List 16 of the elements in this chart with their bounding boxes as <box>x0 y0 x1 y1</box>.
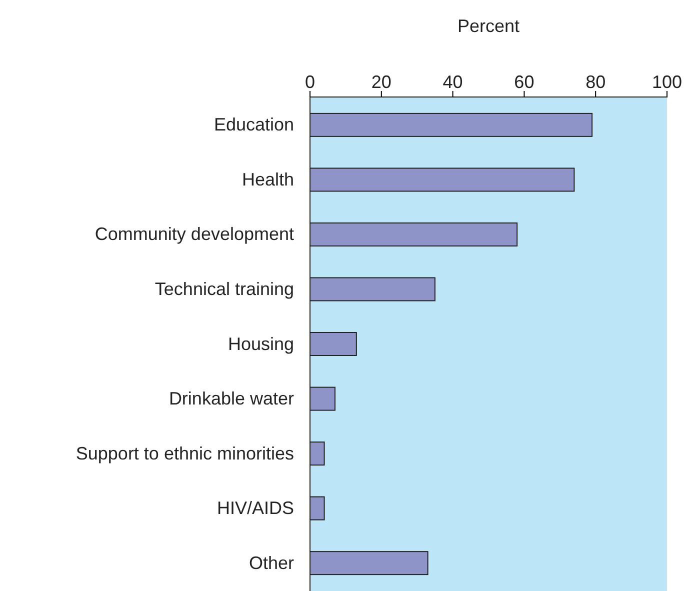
x-axis-title: Percent <box>457 16 520 36</box>
y-tick-label: Other <box>248 552 294 573</box>
y-tick-label: Education <box>214 114 294 135</box>
x-tick-label: 100 <box>652 72 682 92</box>
x-tick-label: 80 <box>586 72 606 92</box>
y-tick-label: Housing <box>228 334 294 354</box>
y-tick-label: Drinkable water <box>168 388 294 409</box>
x-tick-label: 0 <box>304 72 316 92</box>
y-tick-label: HIV/AIDS <box>216 498 294 518</box>
x-tick-label: 60 <box>514 72 534 92</box>
x-tick-label: 20 <box>371 72 392 92</box>
y-tick-label: Health <box>242 169 294 190</box>
y-tick-label: Community development <box>94 224 294 244</box>
x-tick-label: 40 <box>442 72 463 92</box>
y-tick-label: Technical training <box>154 278 294 299</box>
y-tick-label: Support to ethnic minorities <box>76 443 294 464</box>
